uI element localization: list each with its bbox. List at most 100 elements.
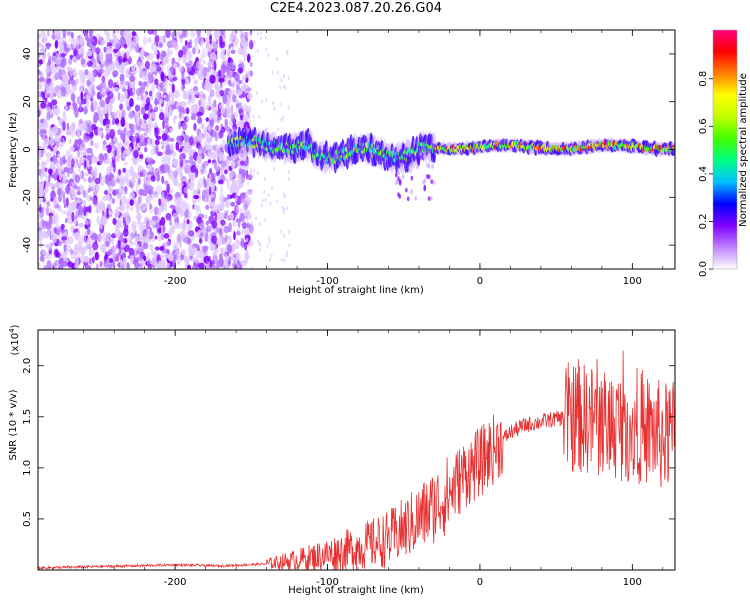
y-tick-label: 2.0 <box>22 358 33 374</box>
heatmap-cell <box>78 85 84 93</box>
heatmap-cell <box>201 101 206 108</box>
heatmap-cell <box>198 90 205 101</box>
heatmap-cell <box>245 87 252 92</box>
heatmap-cell <box>204 232 209 243</box>
heatmap-cell <box>69 201 76 211</box>
heatmap-cell <box>194 37 198 43</box>
heatmap-cell <box>147 138 151 146</box>
heatmap-cell <box>181 109 187 114</box>
heatmap-cell <box>228 43 232 50</box>
heatmap-cell <box>197 150 202 155</box>
heatmap-cell <box>243 56 247 62</box>
heatmap-cell <box>119 203 126 212</box>
heatmap-cell <box>252 174 255 179</box>
heatmap-cell <box>405 187 408 193</box>
heatmap-cell <box>101 75 106 84</box>
heatmap-cell <box>106 203 112 210</box>
heatmap-cell <box>41 250 47 255</box>
heatmap-cell <box>59 172 63 181</box>
heatmap-cell <box>288 229 291 234</box>
heatmap-cell <box>92 176 96 182</box>
heatmap-cell <box>206 125 210 131</box>
heatmap-cell <box>246 190 249 195</box>
heatmap-cell <box>221 247 226 256</box>
heatmap-cell <box>156 65 162 72</box>
heatmap-cell <box>265 126 268 131</box>
heatmap-cell <box>247 242 250 247</box>
heatmap-cell <box>39 229 42 236</box>
heatmap-cell <box>284 85 287 90</box>
heatmap-cell <box>173 89 180 99</box>
heatmap-cell <box>154 44 158 52</box>
heatmap-cell <box>260 30 263 35</box>
heatmap-cell <box>46 89 50 95</box>
heatmap-cell <box>135 206 140 217</box>
heatmap-cell <box>88 129 94 139</box>
heatmap-cell <box>173 241 179 250</box>
heatmap-cell <box>150 175 156 182</box>
heatmap-cell <box>205 204 210 210</box>
heatmap-cell <box>240 36 246 46</box>
heatmap-cell <box>233 230 236 241</box>
heatmap-cell <box>123 127 127 132</box>
heatmap-cell <box>238 102 243 111</box>
y-tick-label: 20 <box>22 95 33 108</box>
heatmap-cell <box>276 198 279 203</box>
heatmap-cell <box>88 30 94 36</box>
heatmap-cell <box>183 236 190 244</box>
heatmap-cell <box>213 99 217 108</box>
heatmap-cell <box>72 100 76 109</box>
heatmap-cell <box>249 61 253 67</box>
heatmap-cell <box>208 186 212 196</box>
colorbar-tick-label: 0.4 <box>698 166 709 182</box>
heatmap-cell <box>165 30 171 39</box>
heatmap-cell <box>116 30 120 35</box>
heatmap-cell <box>205 117 210 122</box>
heatmap-cell <box>86 147 93 154</box>
heatmap-cell <box>38 71 43 76</box>
heatmap-cell <box>118 248 122 255</box>
heatmap-cell <box>169 143 175 151</box>
heatmap-cell <box>97 126 101 137</box>
heatmap-cell <box>180 230 186 237</box>
heatmap-cell <box>200 232 204 237</box>
heatmap-cell <box>248 216 251 221</box>
heatmap-cell <box>182 54 187 63</box>
heatmap-cell <box>227 106 232 111</box>
heatmap-cell <box>79 101 83 112</box>
heatmap-cell <box>146 179 150 186</box>
heatmap-cell <box>179 101 186 107</box>
heatmap-cell <box>256 170 259 175</box>
heatmap-cell <box>237 63 243 70</box>
heatmap-cell <box>107 91 114 100</box>
heatmap-cell <box>107 101 113 112</box>
heatmap-cell <box>61 251 68 259</box>
heatmap-cell <box>210 172 215 183</box>
heatmap-cell <box>142 122 147 131</box>
heatmap-cell <box>277 127 280 132</box>
heatmap-cell <box>38 109 41 118</box>
heatmap-cell <box>237 239 240 244</box>
heatmap-cell <box>89 38 95 43</box>
heatmap-cell <box>246 202 249 207</box>
heatmap-cell <box>161 145 165 150</box>
heatmap-cell <box>244 159 249 166</box>
heatmap-cell <box>38 33 42 40</box>
heatmap-cell <box>68 219 74 225</box>
heatmap-cell <box>92 185 98 196</box>
heatmap-cell <box>226 197 231 208</box>
heatmap-cell <box>175 141 180 151</box>
heatmap-cell <box>71 121 75 133</box>
heatmap-cell <box>212 106 217 115</box>
heatmap-cell <box>107 79 114 89</box>
heatmap-cell <box>66 101 72 106</box>
heatmap-cell <box>71 158 75 168</box>
heatmap-cell <box>40 101 47 109</box>
heatmap-cell <box>287 105 290 110</box>
heatmap-cell <box>48 128 55 138</box>
heatmap-cell <box>209 51 217 61</box>
heatmap-cell <box>287 76 290 81</box>
heatmap-cell <box>240 84 246 92</box>
heatmap-cell <box>188 230 195 237</box>
heatmap-cell <box>147 37 152 44</box>
